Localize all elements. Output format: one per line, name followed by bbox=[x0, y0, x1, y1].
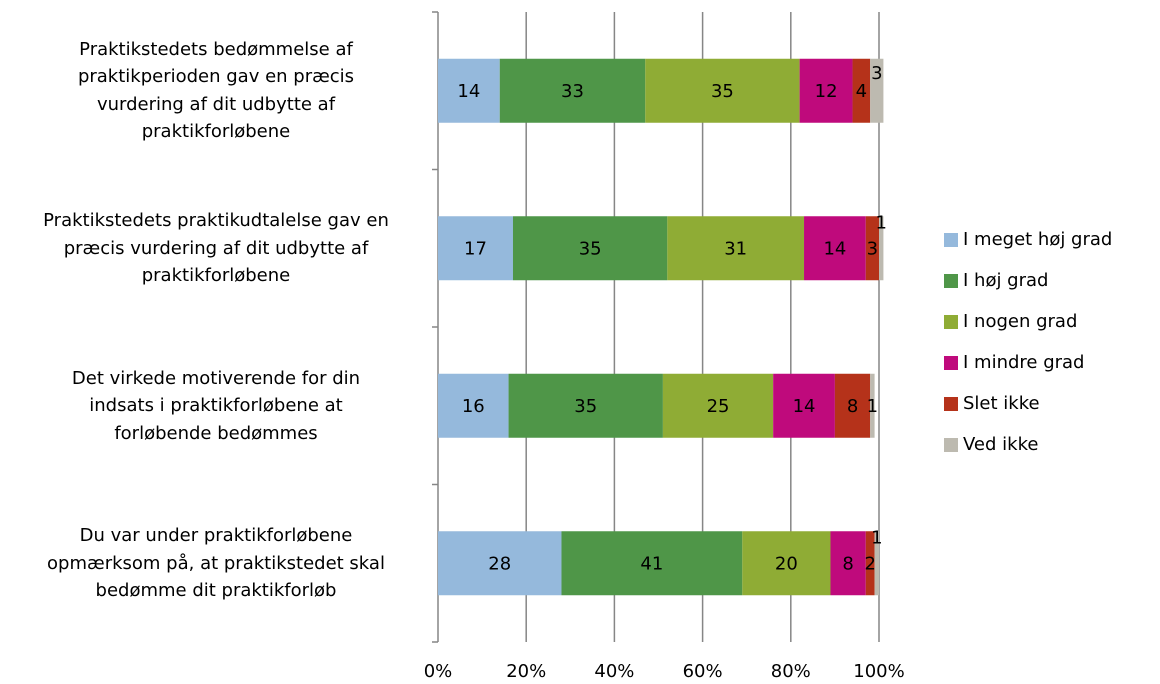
legend-label: I mindre grad bbox=[963, 352, 1084, 373]
data-label: 3 bbox=[871, 63, 882, 84]
bar-segment bbox=[438, 216, 513, 281]
data-label: 41 bbox=[640, 553, 663, 574]
x-tick-label: 20% bbox=[506, 661, 546, 682]
bar-segment bbox=[508, 373, 663, 438]
bar-segment bbox=[742, 531, 831, 596]
data-label: 16 bbox=[462, 396, 485, 417]
legend-label: I høj grad bbox=[963, 270, 1048, 291]
category-label: Du var under praktikforløbene opmærksom … bbox=[47, 525, 385, 601]
bar-segment bbox=[874, 531, 879, 596]
data-label: 1 bbox=[875, 212, 886, 233]
bar-segment bbox=[438, 531, 562, 596]
x-tick-label: 40% bbox=[594, 661, 634, 682]
data-label: 14 bbox=[457, 81, 480, 102]
legend-swatch bbox=[944, 274, 958, 288]
data-label: 1 bbox=[867, 396, 878, 417]
bar-segment bbox=[645, 58, 800, 123]
bar-segment bbox=[879, 216, 884, 281]
bar-segment bbox=[865, 216, 879, 281]
bar-segment bbox=[499, 58, 646, 123]
bar-segment bbox=[852, 58, 871, 123]
x-tick-label: 60% bbox=[683, 661, 723, 682]
legend-swatch bbox=[944, 315, 958, 329]
data-label: 3 bbox=[867, 238, 878, 259]
data-label: 33 bbox=[561, 81, 584, 102]
legend-swatch bbox=[944, 233, 958, 247]
data-label: 35 bbox=[574, 396, 597, 417]
legend-swatch bbox=[944, 438, 958, 452]
bar-segment bbox=[834, 373, 871, 438]
bar-segment bbox=[667, 216, 805, 281]
legend-label: I nogen grad bbox=[963, 311, 1077, 332]
data-label: 14 bbox=[823, 238, 846, 259]
bar-segment bbox=[561, 531, 743, 596]
x-tick-label: 100% bbox=[853, 661, 904, 682]
category-label: Praktikstedets bedømmelse af praktikperi… bbox=[77, 38, 355, 143]
data-label: 25 bbox=[707, 396, 730, 417]
x-tick-label: 80% bbox=[771, 661, 811, 682]
bar-segment bbox=[865, 531, 875, 596]
data-label: 8 bbox=[847, 396, 858, 417]
data-label: 1 bbox=[871, 527, 882, 548]
bar-segment bbox=[799, 58, 853, 123]
data-label: 12 bbox=[815, 81, 838, 102]
bar-segment bbox=[870, 373, 875, 438]
data-label: 35 bbox=[579, 238, 602, 259]
bar-segment bbox=[512, 216, 668, 281]
legend-label: Ved ikke bbox=[963, 434, 1038, 455]
legend-swatch bbox=[944, 397, 958, 411]
data-label: 28 bbox=[488, 553, 511, 574]
data-label: 4 bbox=[856, 81, 867, 102]
data-label: 17 bbox=[464, 238, 487, 259]
category-label: Det virkede motiverende for din indsats … bbox=[71, 367, 361, 444]
bar-segment bbox=[438, 58, 500, 123]
legend-label: I meget høj grad bbox=[963, 229, 1112, 250]
legend-label: Slet ikke bbox=[963, 393, 1040, 414]
bar-segment bbox=[662, 373, 774, 438]
x-tick-label: 0% bbox=[424, 661, 453, 682]
bar-segment bbox=[773, 373, 835, 438]
data-label: 2 bbox=[864, 553, 875, 574]
bar-segment bbox=[870, 58, 884, 123]
bar-segment bbox=[438, 373, 509, 438]
bar-segment bbox=[804, 216, 866, 281]
category-label: Praktikstedets praktikudtalelse gav en p… bbox=[43, 210, 389, 286]
data-label: 14 bbox=[793, 396, 816, 417]
bar-segment bbox=[830, 531, 866, 596]
data-label: 20 bbox=[775, 553, 798, 574]
data-label: 35 bbox=[711, 81, 734, 102]
data-label: 31 bbox=[724, 238, 747, 259]
data-label: 8 bbox=[842, 553, 853, 574]
legend-swatch bbox=[944, 356, 958, 370]
